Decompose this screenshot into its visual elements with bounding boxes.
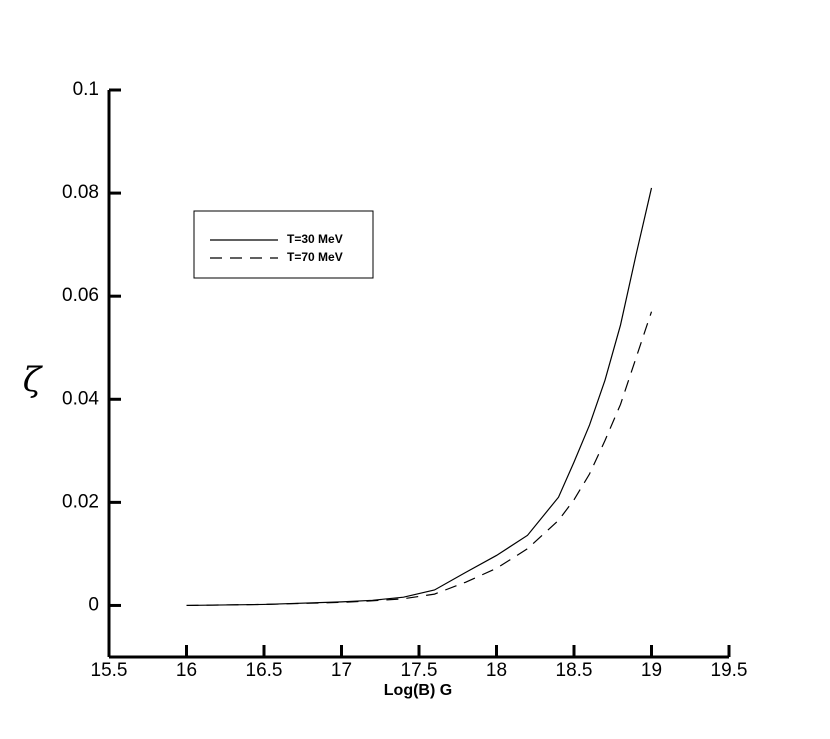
y-tick-label: 0.04 bbox=[62, 388, 99, 409]
y-tick-label: 0 bbox=[88, 594, 99, 615]
data-line bbox=[186, 311, 653, 607]
y-axis-label: ζ bbox=[23, 360, 44, 400]
legend-label: T=70 MeV bbox=[287, 250, 343, 264]
x-tick-label: 17 bbox=[331, 660, 352, 681]
legend-label: T=30 MeV bbox=[287, 232, 343, 246]
y-tick-label: 0.02 bbox=[62, 491, 99, 512]
y-tick-label: 0.06 bbox=[62, 285, 99, 306]
x-tick-label: 19 bbox=[641, 660, 662, 681]
legend-box bbox=[193, 210, 374, 279]
y-tick-label: 0.08 bbox=[62, 182, 99, 203]
x-tick-label: 16.5 bbox=[246, 660, 283, 681]
x-tick-label: 18.5 bbox=[556, 660, 593, 681]
x-tick-label: 19.5 bbox=[711, 660, 748, 681]
x-tick-label: 17.5 bbox=[401, 660, 438, 681]
x-tick-label: 18 bbox=[486, 660, 507, 681]
x-tick-label: 16 bbox=[176, 660, 197, 681]
x-axis-label: Log(B) G bbox=[384, 682, 452, 699]
x-tick-label: 15.5 bbox=[91, 660, 128, 681]
y-tick-label: 0.1 bbox=[73, 79, 99, 100]
